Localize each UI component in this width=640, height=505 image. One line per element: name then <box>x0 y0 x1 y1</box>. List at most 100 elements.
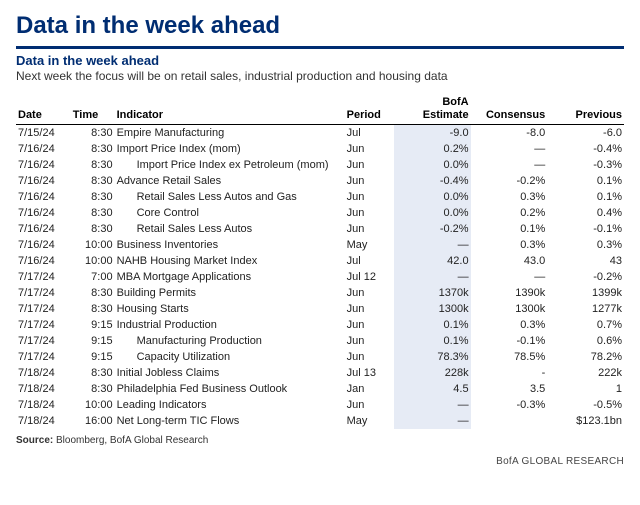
cell-indicator: Initial Jobless Claims <box>115 365 345 381</box>
cell-period: Jun <box>345 141 394 157</box>
cell-period: Jun <box>345 333 394 349</box>
cell-consensus: — <box>471 157 548 173</box>
cell-consensus: - <box>471 365 548 381</box>
description: Next week the focus will be on retail sa… <box>16 69 624 83</box>
cell-estimate: 228k <box>394 365 471 381</box>
table-row: 7/16/248:30Import Price Index ex Petrole… <box>16 157 624 173</box>
cell-time: 8:30 <box>71 141 115 157</box>
cell-period: May <box>345 413 394 429</box>
table-row: 7/17/249:15Capacity UtilizationJun78.3%7… <box>16 349 624 365</box>
cell-period: Jan <box>345 381 394 397</box>
footer-brand: BofA GLOBAL RESEARCH <box>16 456 624 467</box>
cell-estimate: -0.2% <box>394 221 471 237</box>
cell-date: 7/16/24 <box>16 157 71 173</box>
cell-time: 10:00 <box>71 237 115 253</box>
cell-indicator: Core Control <box>115 205 345 221</box>
table-row: 7/16/248:30Core ControlJun0.0%0.2%0.4% <box>16 205 624 221</box>
col-date: Date <box>16 93 71 125</box>
cell-time: 8:30 <box>71 381 115 397</box>
cell-previous: -0.5% <box>547 397 624 413</box>
cell-previous: 0.1% <box>547 173 624 189</box>
table-body: 7/15/248:30Empire ManufacturingJul-9.0-8… <box>16 125 624 430</box>
cell-consensus: -8.0 <box>471 125 548 142</box>
cell-previous: -6.0 <box>547 125 624 142</box>
cell-date: 7/16/24 <box>16 205 71 221</box>
cell-previous: 43 <box>547 253 624 269</box>
cell-period: Jun <box>345 221 394 237</box>
cell-estimate: -9.0 <box>394 125 471 142</box>
table-row: 7/17/247:00MBA Mortgage ApplicationsJul … <box>16 269 624 285</box>
cell-consensus: 0.1% <box>471 221 548 237</box>
table-row: 7/16/248:30Import Price Index (mom)Jun0.… <box>16 141 624 157</box>
cell-period: May <box>345 237 394 253</box>
table-row: 7/16/2410:00Business InventoriesMay—0.3%… <box>16 237 624 253</box>
cell-indicator: MBA Mortgage Applications <box>115 269 345 285</box>
page-title: Data in the week ahead <box>16 12 624 40</box>
col-estimate: BofAEstimate <box>394 93 471 125</box>
cell-estimate: 0.0% <box>394 157 471 173</box>
col-indicator: Indicator <box>115 93 345 125</box>
cell-time: 9:15 <box>71 349 115 365</box>
table-header-row: Date Time Indicator Period BofAEstimate … <box>16 93 624 125</box>
cell-consensus: 43.0 <box>471 253 548 269</box>
cell-date: 7/16/24 <box>16 237 71 253</box>
cell-period: Jun <box>345 189 394 205</box>
cell-previous: -0.3% <box>547 157 624 173</box>
cell-estimate: 0.0% <box>394 205 471 221</box>
cell-estimate: 0.1% <box>394 317 471 333</box>
cell-indicator: Industrial Production <box>115 317 345 333</box>
table-row: 7/17/248:30Building PermitsJun1370k1390k… <box>16 285 624 301</box>
cell-indicator: Capacity Utilization <box>115 349 345 365</box>
cell-previous: -0.1% <box>547 221 624 237</box>
cell-previous: 0.3% <box>547 237 624 253</box>
cell-time: 10:00 <box>71 397 115 413</box>
cell-previous: 0.4% <box>547 205 624 221</box>
cell-estimate: 0.2% <box>394 141 471 157</box>
table-row: 7/16/2410:00NAHB Housing Market IndexJul… <box>16 253 624 269</box>
cell-time: 7:00 <box>71 269 115 285</box>
cell-date: 7/16/24 <box>16 189 71 205</box>
cell-previous: 1277k <box>547 301 624 317</box>
cell-date: 7/17/24 <box>16 317 71 333</box>
source-text: Bloomberg, BofA Global Research <box>56 435 208 446</box>
cell-period: Jun <box>345 349 394 365</box>
cell-previous: -0.4% <box>547 141 624 157</box>
cell-estimate: -0.4% <box>394 173 471 189</box>
cell-indicator: Advance Retail Sales <box>115 173 345 189</box>
table-row: 7/18/2410:00Leading IndicatorsJun—-0.3%-… <box>16 397 624 413</box>
cell-period: Jun <box>345 173 394 189</box>
cell-consensus: -0.3% <box>471 397 548 413</box>
subtitle: Data in the week ahead <box>16 53 624 68</box>
cell-indicator: Manufacturing Production <box>115 333 345 349</box>
cell-time: 9:15 <box>71 333 115 349</box>
cell-consensus: — <box>471 269 548 285</box>
cell-estimate: — <box>394 413 471 429</box>
cell-period: Jul 12 <box>345 269 394 285</box>
cell-period: Jul <box>345 125 394 142</box>
cell-indicator: Retail Sales Less Autos <box>115 221 345 237</box>
cell-date: 7/18/24 <box>16 365 71 381</box>
cell-date: 7/18/24 <box>16 381 71 397</box>
table-row: 7/17/249:15Manufacturing ProductionJun0.… <box>16 333 624 349</box>
cell-estimate: 4.5 <box>394 381 471 397</box>
subtitle-block: Data in the week ahead Next week the foc… <box>16 46 624 83</box>
cell-period: Jun <box>345 157 394 173</box>
cell-period: Jul 13 <box>345 365 394 381</box>
cell-consensus: -0.2% <box>471 173 548 189</box>
cell-indicator: Retail Sales Less Autos and Gas <box>115 189 345 205</box>
cell-estimate: 0.1% <box>394 333 471 349</box>
cell-time: 16:00 <box>71 413 115 429</box>
cell-date: 7/17/24 <box>16 269 71 285</box>
cell-previous: 1 <box>547 381 624 397</box>
cell-time: 8:30 <box>71 157 115 173</box>
cell-previous: 0.7% <box>547 317 624 333</box>
cell-time: 8:30 <box>71 365 115 381</box>
cell-period: Jun <box>345 301 394 317</box>
cell-previous: 0.1% <box>547 189 624 205</box>
cell-period: Jun <box>345 205 394 221</box>
cell-consensus: 0.3% <box>471 317 548 333</box>
cell-previous: $123.1bn <box>547 413 624 429</box>
table-row: 7/17/248:30Housing StartsJun1300k1300k12… <box>16 301 624 317</box>
table-row: 7/16/248:30Retail Sales Less Autos and G… <box>16 189 624 205</box>
cell-indicator: Business Inventories <box>115 237 345 253</box>
